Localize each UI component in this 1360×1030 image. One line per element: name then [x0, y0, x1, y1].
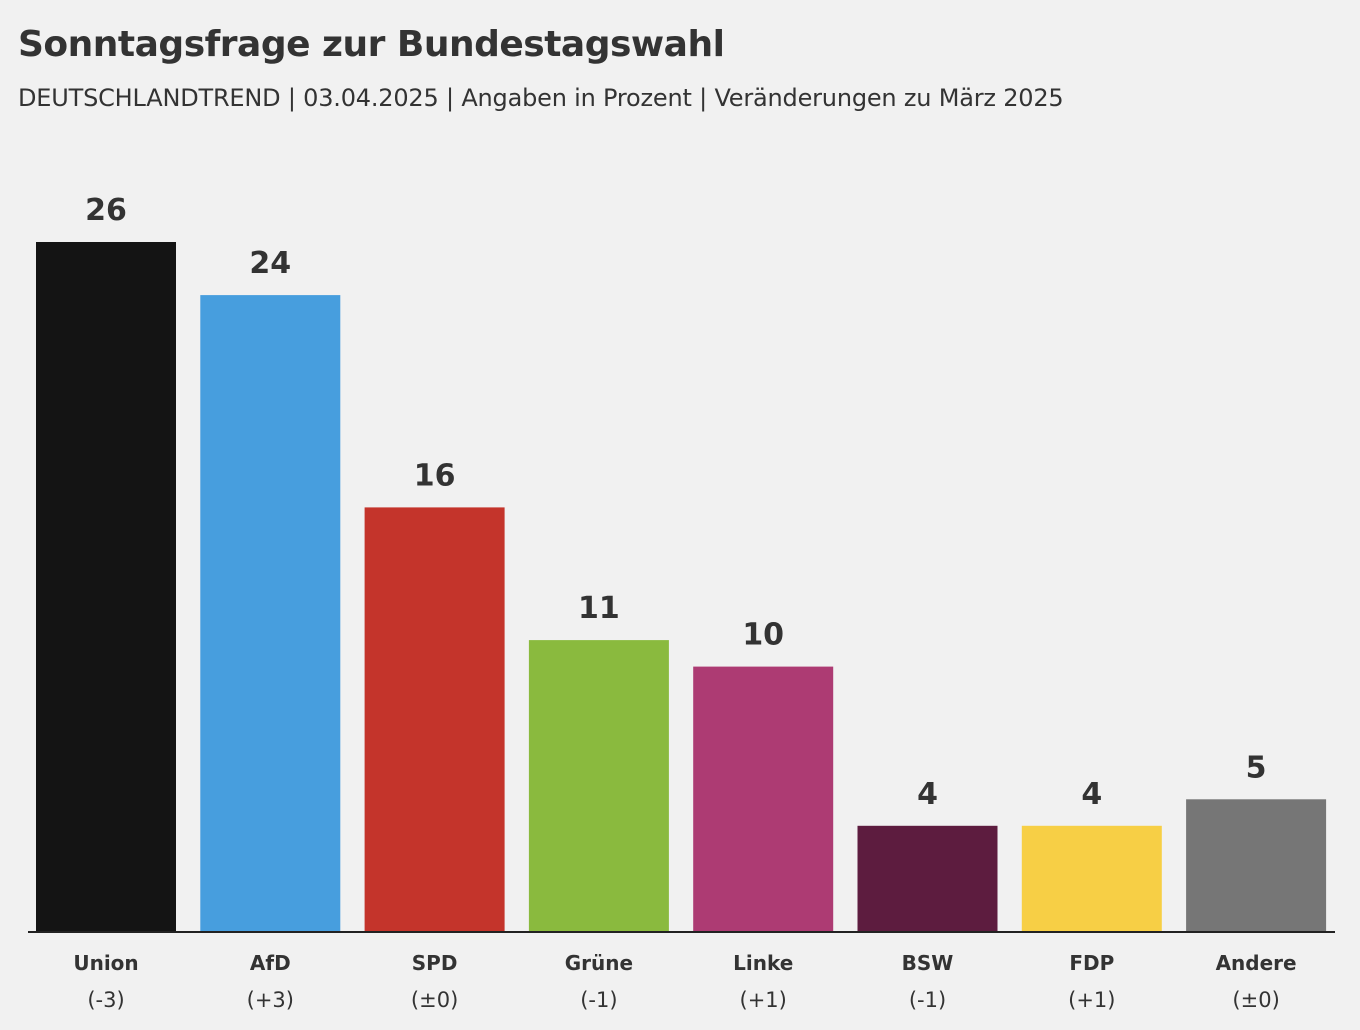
bar-spd [364, 507, 505, 932]
value-label-andere: 5 [1246, 750, 1267, 785]
bar-bsw [857, 825, 998, 932]
category-label-andere: Andere [1216, 951, 1297, 975]
change-label-gruene: (-1) [580, 988, 617, 1012]
category-label-bsw: BSW [902, 951, 954, 975]
value-label-linke: 10 [742, 618, 784, 653]
bar-linke [693, 666, 834, 932]
change-label-spd: (±0) [411, 988, 458, 1012]
value-label-bsw: 4 [917, 777, 938, 812]
bar-union [36, 242, 176, 932]
value-label-fdp: 4 [1081, 777, 1102, 812]
change-label-union: (-3) [87, 988, 124, 1012]
change-label-bsw: (-1) [909, 988, 946, 1012]
change-label-linke: (+1) [740, 988, 787, 1012]
change-label-fdp: (+1) [1068, 988, 1115, 1012]
value-label-spd: 16 [414, 458, 456, 493]
value-label-afd: 24 [249, 246, 291, 281]
chart-subtitle: DEUTSCHLANDTREND | 03.04.2025 | Angaben … [18, 84, 1064, 112]
change-label-andere: (±0) [1232, 988, 1279, 1012]
category-label-spd: SPD [412, 951, 458, 975]
category-label-gruene: Grüne [565, 951, 633, 975]
value-label-union: 26 [85, 193, 127, 228]
change-label-afd: (+3) [247, 988, 294, 1012]
category-label-linke: Linke [733, 951, 793, 975]
labels-group: 26 Union (-3) 24 AfD (+3) 16 SPD (±0) 11 Grüne (-1)… [73, 193, 1296, 1012]
value-label-gruene: 11 [578, 591, 620, 626]
bar-gruene [528, 640, 669, 932]
category-label-afd: AfD [250, 951, 291, 975]
category-label-fdp: FDP [1069, 951, 1114, 975]
bar-afd [200, 295, 341, 933]
bar-andere [1186, 799, 1327, 932]
category-label-union: Union [73, 951, 138, 975]
bar-fdp [1021, 825, 1162, 932]
bars-group [36, 242, 1327, 933]
chart-title: Sonntagsfrage zur Bundestagswahl [18, 24, 725, 65]
